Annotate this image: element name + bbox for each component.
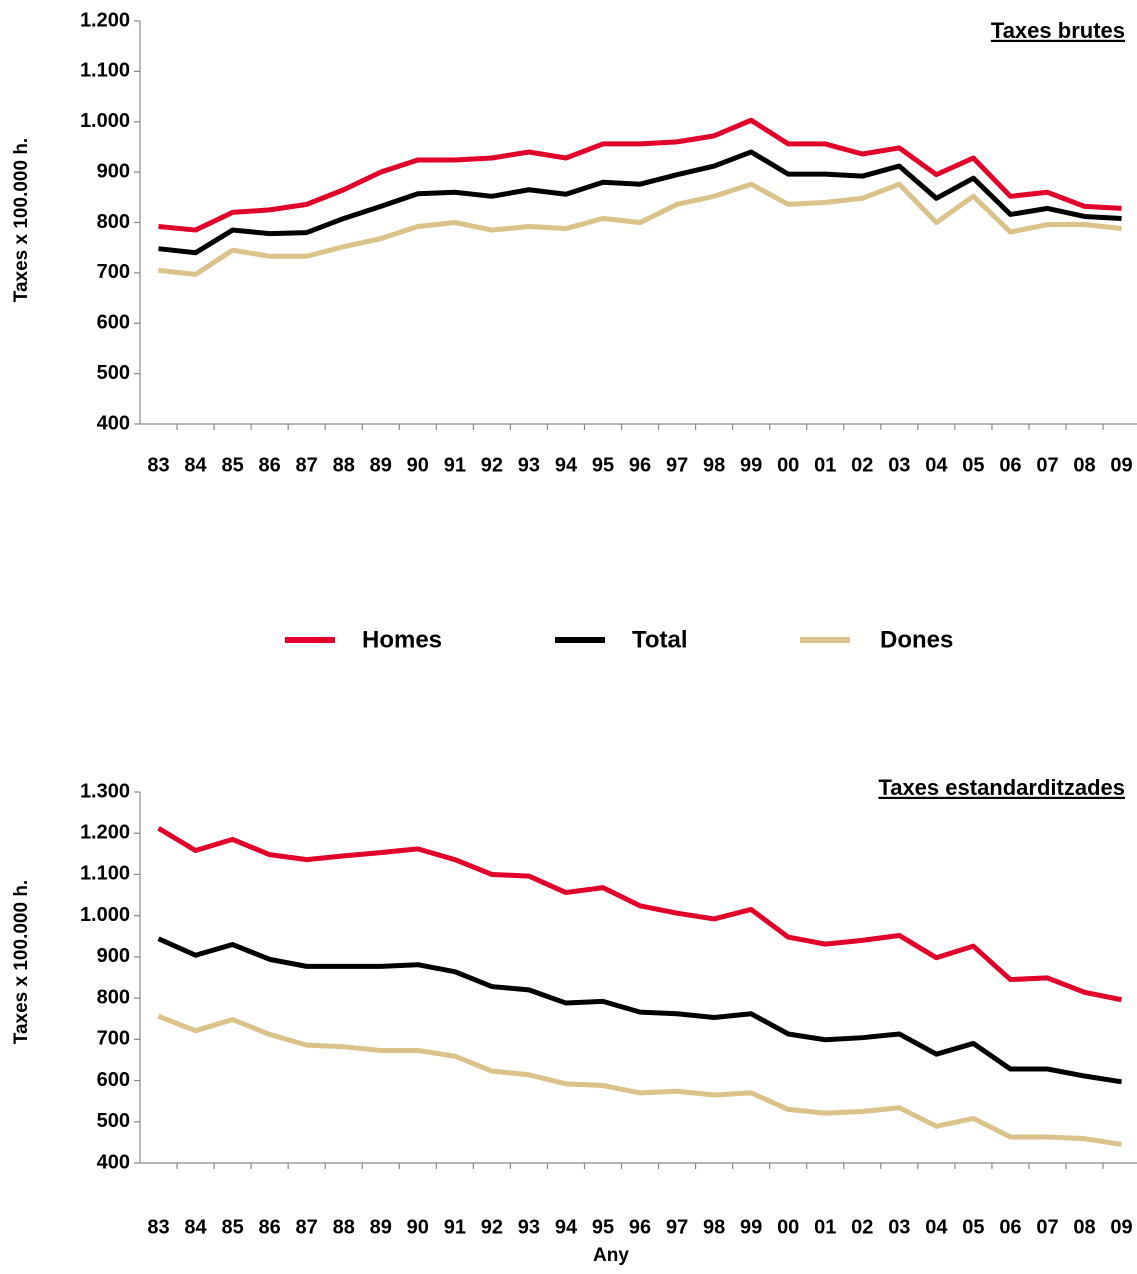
y-tick-label: 600: [97, 1069, 130, 1091]
line-series: [158, 149, 1122, 256]
y-tick-label: 1.200: [80, 9, 130, 31]
x-tick-label: 83: [147, 454, 169, 476]
x-tick-label: 04: [925, 454, 948, 476]
line-series: [158, 181, 1122, 277]
y-axis-title: Taxes x 100.000 h.: [11, 138, 32, 302]
x-axis-title: Any: [593, 1245, 629, 1266]
x-tick-label: 87: [296, 1216, 318, 1238]
x-tick-label: 03: [888, 1216, 910, 1238]
line-series: [157, 1013, 1122, 1147]
x-tick-label: 92: [481, 1216, 503, 1238]
x-tick-label: 86: [259, 1216, 281, 1238]
y-tick-label: 1.200: [80, 822, 130, 844]
x-tick-label: 08: [1073, 1216, 1095, 1238]
x-tick-label: 97: [666, 454, 688, 476]
x-tick-label: 91: [444, 454, 466, 476]
x-tick-label: 93: [518, 454, 540, 476]
y-tick-label: 700: [97, 1028, 130, 1050]
x-tick-label: 89: [370, 1216, 392, 1238]
x-tick-label: 09: [1110, 454, 1132, 476]
line-series: [157, 826, 1123, 1003]
x-tick-label: 01: [814, 454, 836, 476]
x-tick-label: 09: [1110, 1216, 1132, 1238]
x-tick-label: 83: [147, 1216, 169, 1238]
x-tick-label: 85: [221, 454, 243, 476]
x-tick-label: 00: [777, 1216, 799, 1238]
y-tick-label: 1.000: [80, 904, 130, 926]
y-tick-label: 900: [97, 945, 130, 967]
x-tick-label: 99: [740, 1216, 762, 1238]
x-tick-label: 00: [777, 454, 799, 476]
y-tick-label: 500: [97, 362, 130, 384]
y-tick-label: 1.100: [80, 60, 130, 82]
y-tick-label: 800: [97, 211, 130, 233]
x-tick-label: 90: [407, 454, 429, 476]
x-tick-label: 91: [444, 1216, 466, 1238]
x-tick-label: 06: [999, 1216, 1021, 1238]
legend-label: Homes: [362, 626, 442, 653]
y-tick-label: 600: [97, 312, 130, 334]
y-tick-label: 1.100: [80, 863, 130, 885]
x-tick-label: 05: [962, 1216, 984, 1238]
x-tick-label: 93: [518, 1216, 540, 1238]
x-tick-label: 92: [481, 454, 503, 476]
x-tick-label: 02: [851, 1216, 873, 1238]
x-tick-label: 94: [555, 454, 578, 476]
line-series: [158, 117, 1122, 233]
x-tick-label: 96: [629, 454, 651, 476]
x-tick-label: 02: [851, 454, 873, 476]
x-tick-label: 98: [703, 454, 725, 476]
x-tick-label: 01: [814, 1216, 836, 1238]
x-tick-label: 90: [407, 1216, 429, 1238]
y-tick-label: 500: [97, 1110, 130, 1132]
x-tick-label: 97: [666, 1216, 688, 1238]
x-tick-label: 07: [1036, 1216, 1058, 1238]
x-tick-label: 08: [1073, 454, 1095, 476]
x-tick-label: 95: [592, 1216, 614, 1238]
x-tick-label: 87: [296, 454, 318, 476]
y-tick-label: 400: [97, 412, 130, 434]
y-tick-label: 800: [97, 986, 130, 1008]
y-axis-title: Taxes x 100.000 h.: [11, 880, 32, 1044]
x-tick-label: 99: [740, 454, 762, 476]
x-tick-label: 06: [999, 454, 1021, 476]
x-tick-label: 03: [888, 454, 910, 476]
line-series: [157, 936, 1122, 1085]
y-tick-label: 700: [97, 261, 130, 283]
x-tick-label: 85: [221, 1216, 243, 1238]
x-tick-label: 05: [962, 454, 984, 476]
x-tick-label: 96: [629, 1216, 651, 1238]
x-tick-label: 89: [370, 454, 392, 476]
x-tick-label: 86: [259, 454, 281, 476]
x-tick-label: 95: [592, 454, 614, 476]
x-tick-label: 98: [703, 1216, 725, 1238]
legend-label: Dones: [880, 626, 953, 653]
x-tick-label: 84: [184, 1216, 207, 1238]
x-tick-label: 07: [1036, 454, 1058, 476]
legend-label: Total: [632, 626, 688, 653]
y-tick-label: 400: [97, 1151, 130, 1173]
x-tick-label: 88: [333, 1216, 355, 1238]
x-tick-label: 94: [555, 1216, 578, 1238]
chart-title: Taxes brutes: [991, 18, 1125, 43]
x-tick-label: 88: [333, 454, 355, 476]
y-tick-label: 1.000: [80, 110, 130, 132]
y-tick-label: 1.300: [80, 780, 130, 802]
x-tick-label: 04: [925, 1216, 948, 1238]
x-tick-label: 84: [184, 454, 207, 476]
y-tick-label: 900: [97, 160, 130, 182]
chart-title: Taxes estandarditzades: [878, 775, 1125, 800]
